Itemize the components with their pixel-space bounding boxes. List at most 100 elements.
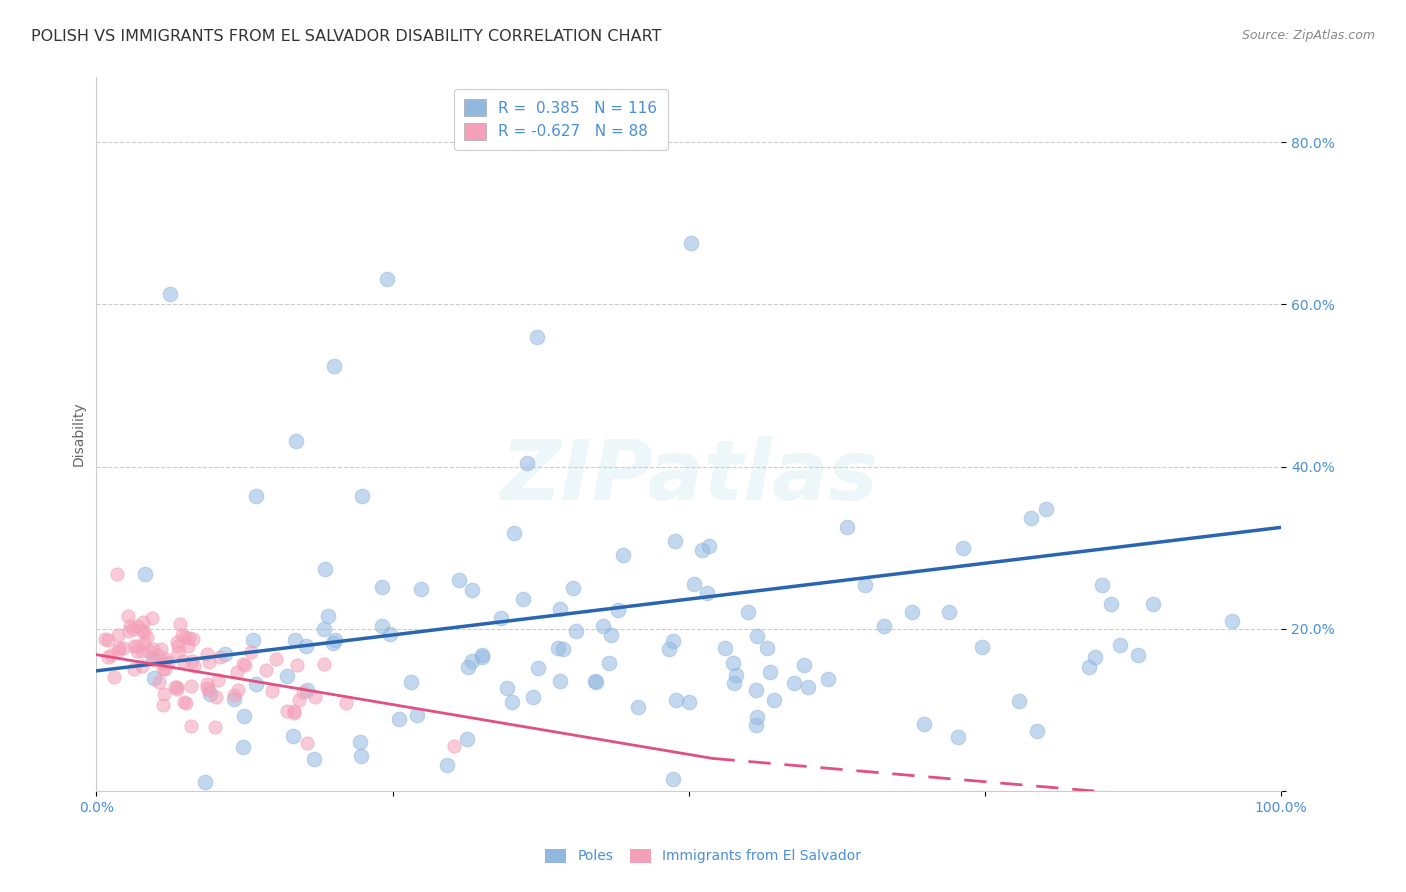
Point: [120, 619, 142, 633]
Point: [131, 659, 153, 673]
Point: [295, 683, 318, 698]
Point: [177, 632, 200, 646]
Point: [195, 681, 218, 696]
Point: [302, 752, 325, 766]
Point: [714, 641, 737, 656]
Point: [105, 566, 128, 581]
Point: [159, 287, 181, 301]
Point: [401, 675, 423, 690]
Point: [793, 657, 815, 672]
Point: [146, 648, 169, 662]
Point: [502, 526, 524, 541]
Point: [166, 682, 188, 697]
Point: [664, 533, 686, 548]
Point: [436, 757, 458, 772]
Text: ZIPatlas: ZIPatlas: [499, 436, 877, 517]
Point: [912, 716, 935, 731]
Point: [443, 739, 465, 753]
Point: [585, 675, 607, 690]
Point: [288, 693, 311, 707]
Point: [837, 520, 859, 534]
Point: [143, 671, 166, 685]
Point: [1007, 694, 1029, 708]
Point: [565, 624, 588, 638]
Point: [97, 650, 120, 665]
Point: [254, 663, 277, 677]
Point: [526, 660, 548, 674]
Point: [314, 657, 336, 672]
Point: [276, 704, 298, 718]
Point: [316, 608, 339, 623]
Point: [522, 690, 544, 704]
Point: [264, 652, 287, 666]
Legend: Poles, Immigrants from El Salvador: Poles, Immigrants from El Salvador: [540, 843, 866, 869]
Point: [612, 548, 634, 562]
Point: [797, 680, 820, 694]
Point: [658, 641, 681, 656]
Point: [122, 639, 145, 653]
Point: [183, 632, 205, 647]
Point: [209, 649, 232, 664]
Point: [335, 696, 357, 710]
Point: [132, 615, 155, 629]
Point: [136, 630, 159, 644]
Point: [551, 642, 574, 657]
Point: [783, 675, 806, 690]
Point: [295, 639, 318, 653]
Point: [662, 634, 685, 648]
Point: [235, 658, 257, 673]
Point: [152, 698, 174, 713]
Point: [873, 618, 896, 632]
Point: [371, 580, 394, 594]
Point: [94, 632, 117, 646]
Point: [323, 359, 346, 373]
Point: [853, 578, 876, 592]
Point: [447, 573, 470, 587]
Point: [762, 692, 785, 706]
Point: [411, 582, 433, 596]
Point: [501, 695, 523, 709]
Point: [745, 709, 768, 723]
Point: [153, 656, 176, 670]
Point: [131, 644, 153, 658]
Point: [350, 489, 373, 503]
Point: [138, 644, 160, 658]
Point: [226, 682, 249, 697]
Point: [583, 673, 606, 688]
Point: [111, 640, 134, 655]
Point: [166, 680, 188, 694]
Text: POLISH VS IMMIGRANTS FROM EL SALVADOR DISABILITY CORRELATION CHART: POLISH VS IMMIGRANTS FROM EL SALVADOR DI…: [31, 29, 661, 44]
Point: [170, 628, 193, 642]
Point: [214, 647, 236, 661]
Point: [198, 655, 221, 669]
Point: [304, 690, 326, 705]
Point: [127, 644, 149, 658]
Point: [157, 655, 180, 669]
Point: [232, 657, 254, 672]
Point: [679, 236, 702, 251]
Point: [592, 619, 614, 633]
Point: [134, 624, 156, 639]
Point: [1091, 578, 1114, 592]
Point: [599, 628, 621, 642]
Point: [205, 690, 228, 705]
Point: [461, 582, 484, 597]
Point: [97, 633, 120, 648]
Point: [142, 653, 165, 667]
Point: [1099, 597, 1122, 611]
Point: [107, 628, 129, 642]
Legend: R =  0.385   N = 116, R = -0.627   N = 88: R = 0.385 N = 116, R = -0.627 N = 88: [454, 88, 668, 150]
Point: [665, 693, 688, 707]
Point: [153, 687, 176, 701]
Point: [195, 647, 218, 661]
Point: [547, 640, 569, 655]
Point: [284, 632, 307, 647]
Point: [562, 581, 585, 595]
Point: [283, 729, 305, 743]
Point: [167, 640, 190, 654]
Point: [759, 665, 782, 679]
Point: [747, 629, 769, 643]
Point: [173, 630, 195, 644]
Point: [122, 662, 145, 676]
Point: [900, 605, 922, 619]
